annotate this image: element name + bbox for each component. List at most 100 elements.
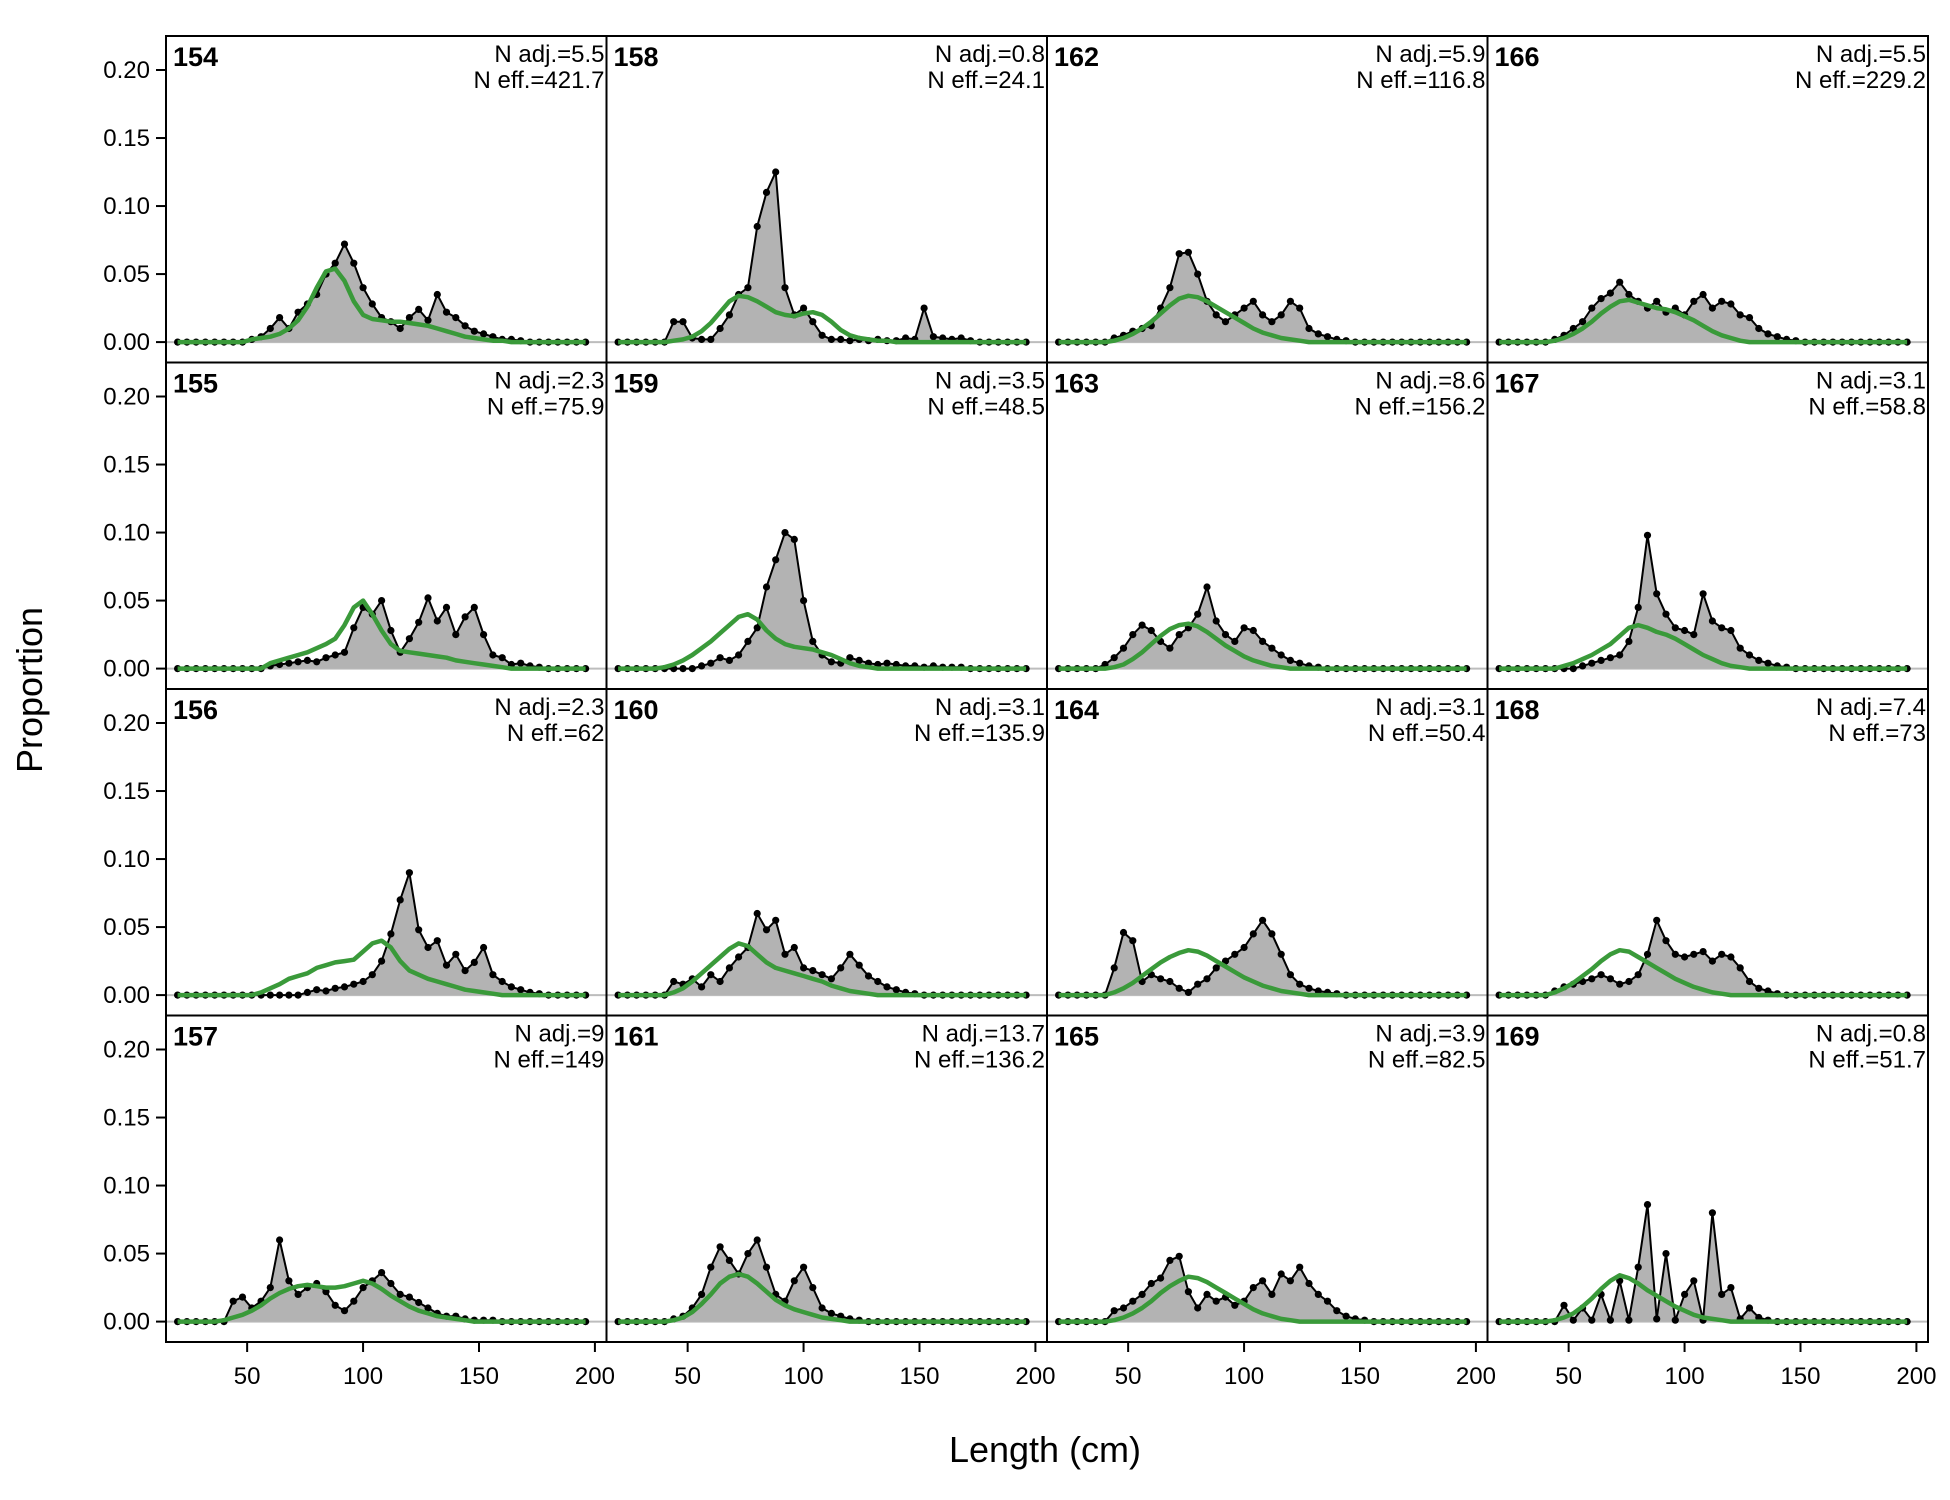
observed-point: [1259, 311, 1267, 319]
observed-point: [827, 975, 836, 983]
observed-point: [1727, 1284, 1735, 1292]
panel-label: 155: [173, 369, 218, 399]
observed-point: [415, 1298, 423, 1307]
observed-area: [177, 872, 586, 996]
expected-line: [1499, 622, 1908, 671]
observed-point: [340, 983, 349, 991]
observed-point: [800, 304, 808, 312]
panel-160: 160 N adj.=3.1N eff.=135.9: [605, 688, 1048, 1017]
observed-point: [1166, 977, 1174, 986]
observed-point: [725, 311, 734, 319]
observed-point: [1194, 270, 1202, 278]
observed-point: [1681, 953, 1689, 961]
expected-line: [177, 1278, 586, 1324]
observed-point: [1718, 624, 1726, 632]
observed-point: [424, 316, 432, 324]
observed-point: [461, 613, 469, 621]
observed-point: [1166, 284, 1174, 292]
expected-line: [1499, 1273, 1908, 1324]
panel-plot-area: [606, 1236, 1047, 1326]
observed-point: [1110, 654, 1118, 662]
observed-point: [1277, 311, 1285, 319]
observed-point: [1718, 1290, 1726, 1298]
observed-point: [1625, 977, 1633, 986]
n-eff-label: N eff.=149: [494, 1047, 605, 1074]
observed-point: [762, 926, 771, 934]
observed-point: [276, 991, 284, 999]
panel-label: 162: [1054, 42, 1099, 72]
observed-point: [266, 991, 274, 999]
observed-point: [1231, 950, 1239, 958]
y-tick-label: 0.05: [103, 588, 150, 615]
y-tick-label: 0.10: [103, 193, 150, 220]
observed-point: [1606, 1316, 1614, 1324]
observed-point: [1314, 330, 1322, 338]
observed-point: [1194, 610, 1202, 618]
panel-label: 159: [614, 369, 659, 399]
observed-point: [837, 964, 845, 972]
observed-point: [1708, 617, 1716, 625]
y-tick-label: 0.05: [103, 261, 150, 288]
x-tick-label: 200: [1015, 1363, 1055, 1390]
observed-point: [762, 188, 771, 196]
observed-area: [618, 913, 1027, 996]
observed-point: [1736, 644, 1744, 652]
observed-point: [800, 597, 808, 605]
observed-point: [1625, 1316, 1633, 1324]
observed-point: [800, 1263, 808, 1271]
observed-point: [1259, 916, 1267, 924]
n-eff-label: N eff.=62: [507, 720, 605, 747]
observed-point: [1625, 290, 1633, 299]
observed-point: [939, 334, 947, 342]
observed-point: [266, 1284, 274, 1292]
observed-point: [1671, 950, 1679, 958]
panel-167: 167 N adj.=3.1N eff.=58.8: [1486, 361, 1929, 690]
observed-point: [303, 656, 311, 665]
panel-label: 156: [173, 695, 218, 725]
n-eff-label: N eff.=229.2: [1795, 67, 1926, 94]
observed-point: [433, 937, 441, 945]
observed-point: [1138, 1290, 1146, 1298]
x-tick-label: 150: [1340, 1363, 1380, 1390]
observed-point: [1690, 631, 1698, 639]
observed-point: [461, 967, 469, 975]
observed-point: [1175, 1252, 1183, 1260]
panel-label: 168: [1495, 695, 1540, 725]
observed-point: [359, 1284, 367, 1292]
observed-point: [507, 983, 515, 991]
observed-point: [725, 656, 734, 665]
observed-point: [1305, 324, 1313, 333]
observed-point: [313, 986, 321, 994]
panel-plot-area: [606, 529, 1047, 673]
x-axis-title: Length (cm): [949, 1429, 1141, 1470]
observed-point: [1736, 964, 1744, 972]
observed-point: [1286, 297, 1294, 305]
observed-point: [1588, 304, 1596, 312]
y-tick-label: 0.20: [103, 710, 150, 737]
observed-point: [1588, 659, 1596, 667]
observed-point: [1231, 637, 1239, 646]
n-eff-label: N eff.=51.7: [1808, 1047, 1926, 1074]
observed-point: [744, 1250, 752, 1258]
observed-point: [1764, 987, 1772, 995]
observed-point: [238, 1293, 247, 1301]
observed-point: [1212, 617, 1220, 625]
observed-area: [177, 244, 586, 343]
observed-point: [276, 1236, 284, 1244]
observed-point: [350, 980, 358, 988]
panel-157: 157 N adj.=9N eff.=149: [165, 1014, 608, 1343]
observed-point: [266, 324, 274, 333]
n-adj-label: N adj.=3.1: [935, 694, 1045, 721]
observed-point: [1662, 610, 1670, 618]
observed-point: [1110, 1307, 1118, 1315]
observed-point: [1119, 928, 1128, 937]
n-eff-label: N eff.=48.5: [927, 394, 1045, 421]
observed-point: [1736, 311, 1744, 319]
n-adj-label: N adj.=5.5: [494, 41, 604, 68]
observed-point: [1323, 1297, 1332, 1305]
x-tick-label: 150: [459, 1363, 499, 1390]
observed-point: [1671, 624, 1679, 632]
panel-159: 159 N adj.=3.5N eff.=48.5: [605, 361, 1048, 690]
observed-point: [1268, 930, 1276, 938]
